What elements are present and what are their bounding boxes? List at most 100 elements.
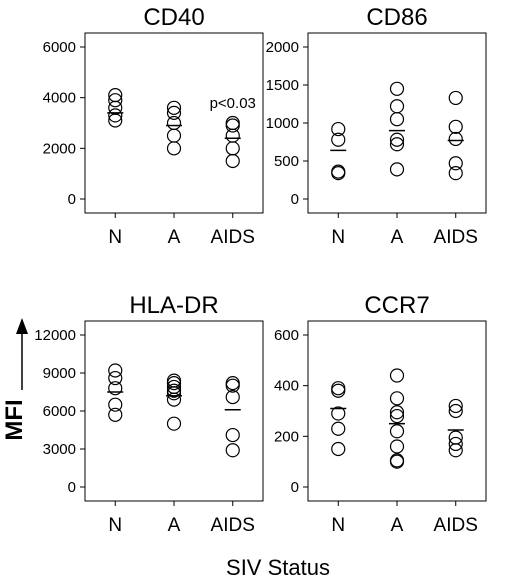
data-point: [108, 381, 123, 396]
data-point: [225, 128, 240, 143]
data-point: [225, 443, 240, 458]
data-point: [331, 381, 346, 396]
y-tick-label: 6000: [43, 403, 76, 420]
data-point: [448, 156, 463, 171]
y-tick-label: 12000: [34, 327, 76, 344]
y-tick-label: 400: [274, 378, 299, 395]
data-point: [448, 430, 463, 445]
x-tick-label: A: [168, 515, 181, 536]
data-point: [166, 115, 182, 131]
y-tick-label: 0: [68, 479, 76, 496]
x-axis-title: SIV Status: [226, 555, 330, 580]
data-point: [389, 81, 405, 96]
data-point: [389, 137, 405, 152]
y-tick-label: 0: [291, 191, 299, 208]
y-tick-label: 1000: [266, 115, 299, 132]
data-point: [331, 121, 346, 137]
data-point: [108, 108, 123, 123]
y-tick-label: 3000: [43, 441, 76, 458]
data-point: [389, 454, 405, 469]
y-tick-label: 2000: [43, 140, 76, 157]
panel-cd40: CD40 0 2000 4000 6000 N A AIDS p<0.03: [43, 4, 264, 248]
x-tick-label: AIDS: [211, 515, 255, 536]
data-point: [108, 407, 123, 422]
plot-frame: [84, 320, 264, 502]
data-point: [448, 90, 463, 106]
data-point: [389, 439, 405, 454]
data-point: [166, 383, 182, 398]
data-point: [389, 424, 405, 439]
data-point: [225, 141, 240, 156]
panel-title: CCR7: [364, 292, 429, 319]
y-axis-title-text: MFI: [1, 399, 28, 440]
data-point: [166, 373, 182, 388]
x-tick-label: AIDS: [434, 515, 478, 536]
y-axis-title: MFI: [1, 318, 28, 441]
data-point: [166, 379, 182, 395]
data-point: [448, 436, 463, 452]
data-point: [166, 105, 182, 120]
data-point: [389, 132, 405, 147]
data-point: [448, 403, 463, 419]
y-tick-label: 600: [274, 327, 299, 344]
data-point: [389, 453, 405, 468]
panel-title: CD40: [143, 4, 204, 31]
x-tick-label: N: [331, 515, 345, 536]
annotation: p<0.03: [210, 95, 256, 112]
data-point: [166, 128, 182, 143]
y-tick-label: 200: [274, 428, 299, 445]
data-point: [448, 119, 463, 134]
panel-hla-dr: HLA-DR 0 3000 6000 9000 12000 N A AIDS: [34, 292, 264, 536]
y-tick-label: 500: [274, 153, 299, 170]
panel-title: CD86: [366, 4, 427, 31]
data-point: [389, 405, 405, 420]
x-tick-label: N: [331, 227, 345, 248]
x-tick-label: N: [108, 515, 122, 536]
data-point: [108, 88, 123, 103]
panel-title: HLA-DR: [129, 292, 218, 319]
y-tick-label: 4000: [43, 90, 76, 107]
x-tick-label: AIDS: [434, 227, 478, 248]
y-tick-label: 9000: [43, 365, 76, 382]
y-tick-label: 0: [291, 479, 299, 496]
data-point: [448, 398, 463, 414]
data-point: [108, 397, 123, 412]
data-point: [389, 368, 405, 383]
data-point: [331, 406, 346, 421]
data-point: [225, 389, 240, 405]
x-tick-label: N: [108, 227, 122, 248]
data-point: [331, 132, 346, 147]
data-point: [389, 112, 405, 127]
data-point: [225, 427, 240, 443]
data-point: [166, 416, 182, 431]
data-point: [331, 441, 346, 457]
data-point: [225, 376, 240, 391]
plot-frame: [84, 32, 264, 214]
panel-cd86: CD86 0 500 1000 1500 2000 N A AIDS: [266, 4, 487, 248]
data-point: [448, 131, 463, 147]
x-tick-label: A: [168, 227, 181, 248]
data-point: [331, 421, 346, 436]
data-point: [108, 370, 123, 386]
panel-ccr7: CCR7 0 200 400 600 N A AIDS: [274, 292, 487, 536]
data-point: [108, 363, 123, 378]
x-tick-label: A: [391, 515, 404, 536]
x-tick-label: AIDS: [211, 227, 255, 248]
x-tick-label: A: [391, 227, 404, 248]
data-point: [225, 115, 240, 131]
data-point: [331, 164, 346, 179]
data-point: [389, 162, 405, 177]
y-tick-label: 0: [68, 191, 76, 208]
y-tick-label: 6000: [43, 39, 76, 56]
data-point: [448, 166, 463, 181]
data-point: [225, 153, 240, 169]
data-point: [166, 141, 182, 156]
data-point: [166, 100, 182, 115]
y-axis-arrow-head: [16, 318, 28, 334]
data-point: [389, 408, 405, 424]
data-point: [108, 93, 123, 108]
y-tick-label: 2000: [266, 39, 299, 56]
data-point: [389, 99, 405, 114]
y-tick-label: 1500: [266, 77, 299, 94]
